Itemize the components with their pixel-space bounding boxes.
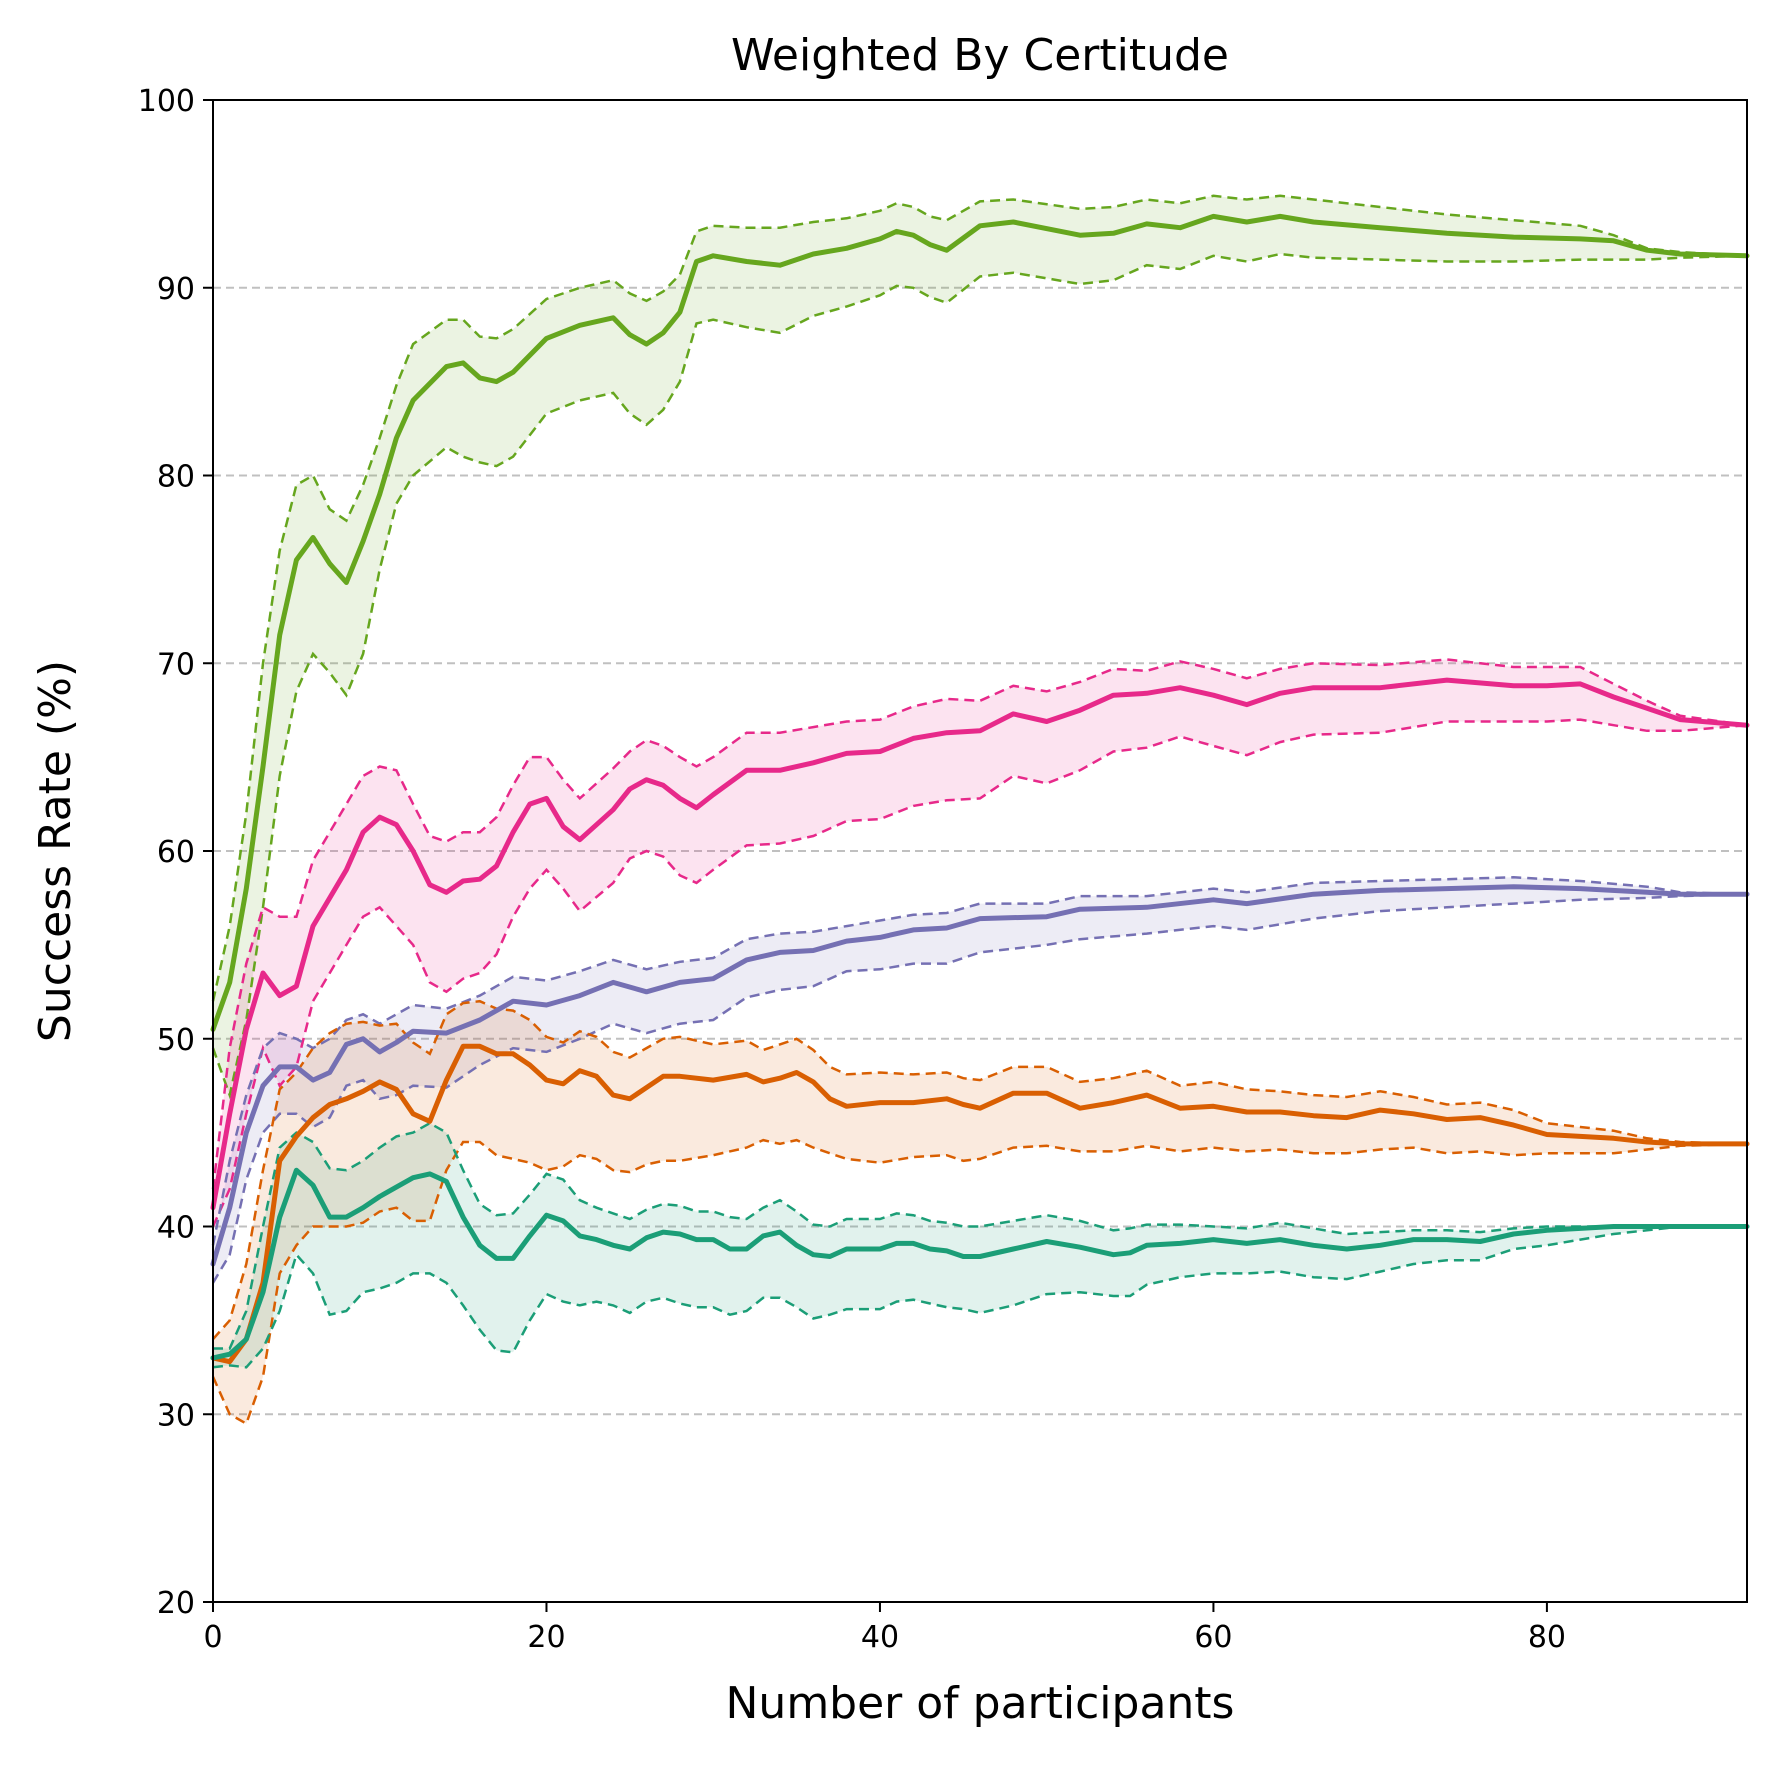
lower-bound-line-1 <box>211 252 1748 1100</box>
x-tick-label: 80 <box>1528 1620 1566 1655</box>
upper-bound-line-1 <box>211 194 1748 1002</box>
upper-bound-line-4 <box>212 999 1748 1341</box>
x-axis-label: Number of participants <box>726 1678 1235 1729</box>
y-tick-label: 100 <box>138 84 195 119</box>
chart-title: Weighted By Certitude <box>731 30 1229 81</box>
y-tick-label: 40 <box>157 1211 195 1246</box>
upper-bound-line-5 <box>213 1121 1747 1350</box>
gridlines <box>213 286 1747 1416</box>
confidence-band-5 <box>213 1123 1747 1368</box>
lower-bound-line-5 <box>212 1225 1747 1369</box>
y-axis: 20 30 40 50 60 70 80 90 100 <box>138 84 213 1621</box>
mean-line-5 <box>210 1167 1750 1361</box>
x-axis: 0 20 40 60 80 <box>203 1602 1566 1655</box>
lower-bound-line-4 <box>211 1138 1748 1426</box>
upper-bound-line-2 <box>211 658 1748 1190</box>
confidence-band-4 <box>213 1001 1747 1424</box>
y-tick-label: 30 <box>157 1398 195 1433</box>
mean-line-3 <box>210 884 1750 1267</box>
confidence-band-2 <box>213 659 1747 1227</box>
lower-bound-line-2 <box>211 718 1748 1228</box>
y-tick-label: 50 <box>157 1023 195 1058</box>
mean-line-1 <box>210 213 1750 1032</box>
confidence-band-3 <box>213 877 1747 1283</box>
x-tick-label: 0 <box>203 1620 222 1655</box>
x-tick-label: 20 <box>527 1620 565 1655</box>
series-lines <box>210 194 1750 1426</box>
x-tick-label: 60 <box>1194 1620 1232 1655</box>
y-tick-label: 80 <box>157 460 195 495</box>
y-tick-label: 20 <box>157 1586 195 1621</box>
lower-bound-line-3 <box>211 892 1748 1284</box>
x-tick-label: 40 <box>861 1620 899 1655</box>
y-tick-label: 90 <box>157 272 195 307</box>
mean-line-2 <box>210 677 1750 1211</box>
y-axis-label: Success Rate (%) <box>30 660 81 1042</box>
y-tick-label: 60 <box>157 835 195 870</box>
upper-bound-line-3 <box>211 876 1748 1246</box>
confidence-bands <box>213 195 1747 1424</box>
y-tick-label: 70 <box>157 647 195 682</box>
mean-line-4 <box>210 1043 1750 1365</box>
